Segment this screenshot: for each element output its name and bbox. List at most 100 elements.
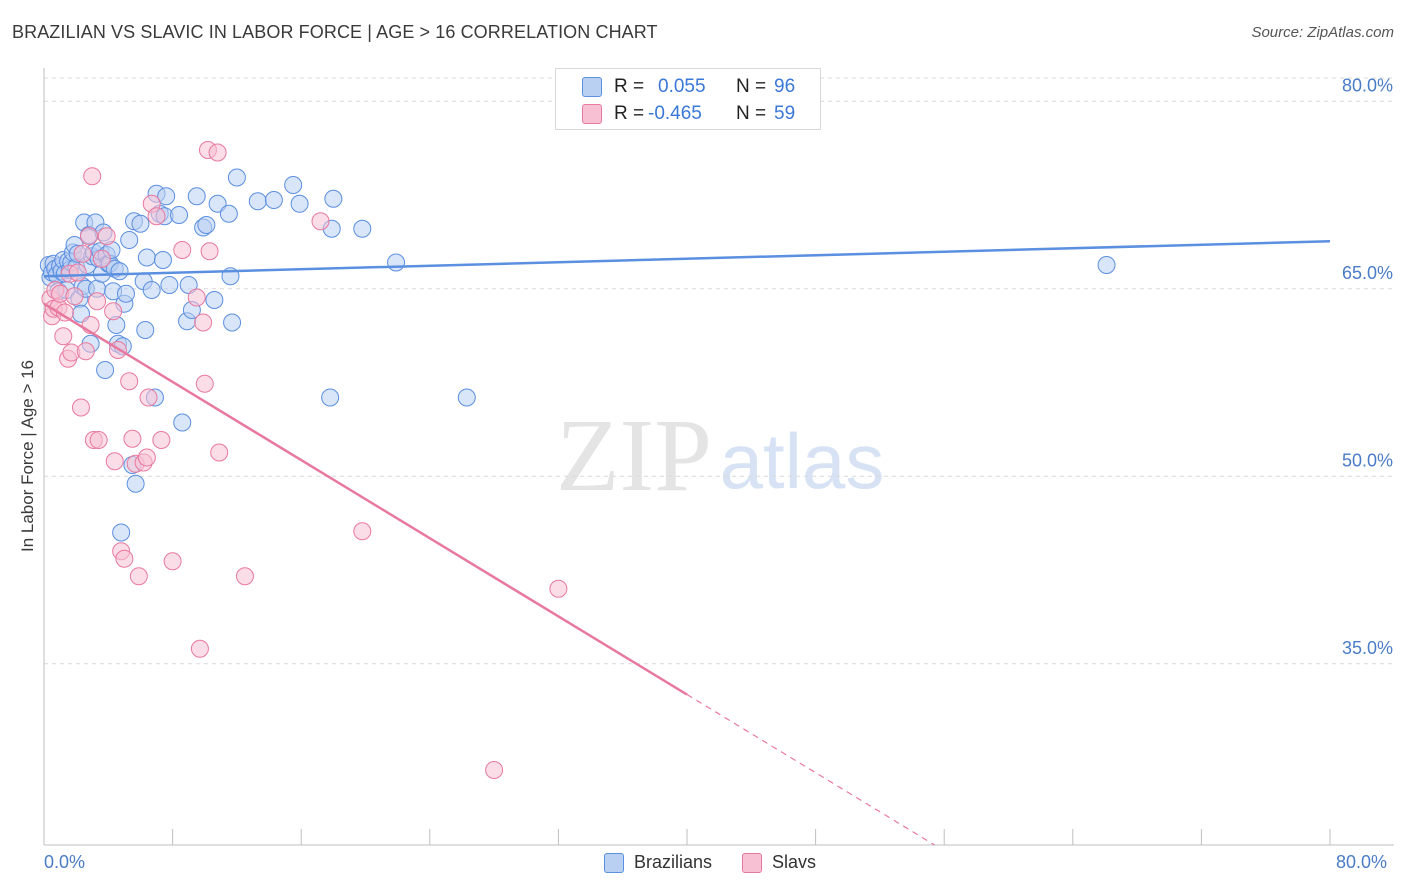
slavs-trend-extension: [686, 694, 935, 846]
brazilians-point: [227, 168, 246, 187]
legend-item-slavs[interactable]: Slavs: [742, 852, 816, 873]
slavs-point: [139, 388, 158, 407]
slavs-point: [92, 249, 111, 268]
brazilians-swatch: [582, 77, 602, 97]
slavs-point: [210, 443, 229, 462]
brazilians-point: [264, 191, 283, 209]
brazilians-point: [1097, 256, 1116, 274]
brazilians-point: [116, 284, 135, 303]
brazilians-point: [96, 361, 115, 379]
legend-swatch-slavs: [742, 852, 763, 873]
legend-label-brazilians: Brazilians: [634, 852, 713, 872]
brazilians-point: [137, 248, 156, 267]
brazilians-point: [131, 214, 150, 233]
slavs-point: [68, 263, 87, 282]
brazilians-point: [157, 187, 176, 206]
brazilians-point: [208, 194, 227, 213]
brazilians-point: [290, 194, 309, 213]
brazilians-point: [110, 262, 129, 281]
brazilians-point: [187, 187, 206, 206]
legend-swatch-brazilians: [604, 852, 624, 873]
brazilians-point: [170, 206, 189, 224]
chart-title: BRAZILIAN VS SLAVIC IN LABOR FORCE | AGE…: [12, 22, 658, 42]
slavs-point: [123, 429, 142, 448]
slavs-point: [54, 327, 73, 346]
brazilians-point: [353, 219, 372, 238]
series-legend: Brazilians Slavs: [604, 852, 846, 873]
slavs-point: [194, 313, 213, 332]
slavs-point: [190, 639, 209, 658]
brazilians-trend-line: [43, 240, 1331, 278]
slavs-point: [187, 288, 206, 307]
brazilians-r-value: 0.055: [658, 76, 706, 97]
y-tick-label: 65.0%: [1342, 263, 1393, 283]
brazilians-point: [153, 251, 172, 269]
brazilians-point: [321, 388, 340, 407]
slavs-point: [173, 241, 192, 259]
slavs-point: [83, 167, 102, 186]
brazilians-point: [219, 204, 238, 223]
slavs-point: [163, 552, 182, 571]
slavs-point: [152, 431, 171, 449]
y-tick-label: 35.0%: [1342, 638, 1393, 658]
slavs-point: [65, 287, 84, 306]
brazilians-point: [120, 231, 139, 249]
brazilians-point: [112, 523, 131, 542]
slavs-swatch: [582, 104, 602, 124]
slavs-n-value: 59: [774, 103, 796, 124]
slavs-point: [235, 567, 254, 586]
y-tick-label: 50.0%: [1342, 450, 1393, 470]
stats-legend: R = 0.055 N = 96 R = -0.465 N = 59: [555, 68, 821, 130]
slavs-point: [120, 372, 139, 391]
brazilians-point: [284, 176, 303, 194]
x-tick-min: 0.0%: [44, 852, 86, 872]
slavs-point: [88, 292, 107, 311]
slavs-point: [353, 522, 372, 541]
slavs-point: [89, 431, 108, 449]
brazilians-point: [126, 474, 145, 493]
brazilians-point: [248, 192, 267, 211]
slavs-point: [105, 452, 124, 471]
brazilians-point: [223, 313, 242, 332]
slavs-n-label: N =: [736, 103, 767, 124]
slavs-r-label: R =: [614, 103, 645, 124]
slavs-point: [80, 227, 99, 246]
brazilians-point: [457, 388, 476, 407]
source-credit: Source: ZipAtlas.com: [1251, 24, 1394, 41]
slavs-trend-line: [43, 302, 688, 696]
slavs-point: [71, 398, 90, 417]
slavs-point: [485, 761, 504, 779]
brazilians-point: [136, 321, 155, 339]
slavs-point: [115, 549, 134, 568]
watermark-zip: ZIP: [556, 398, 712, 513]
slavs-r-value: -0.465: [648, 103, 702, 124]
y-tick-label: 80.0%: [1342, 75, 1393, 95]
brazilians-point: [142, 281, 161, 299]
slavs-point: [129, 567, 148, 586]
slavs-point: [311, 212, 330, 231]
brazilians-point: [173, 413, 192, 432]
brazilians-point: [160, 276, 179, 294]
legend-item-brazilians[interactable]: Brazilians: [604, 852, 712, 873]
slavs-point: [73, 244, 92, 263]
slavs-point: [76, 342, 95, 361]
brazilians-r-label: R =: [614, 76, 645, 97]
brazilians-point: [387, 253, 406, 272]
x-tick-max: 80.0%: [1336, 852, 1388, 872]
slavs-point: [549, 579, 568, 598]
brazilians-point: [205, 291, 224, 309]
slavs-point: [97, 227, 116, 246]
brazilians-n-label: N =: [736, 76, 767, 97]
slavs-point: [208, 143, 227, 162]
slavs-point: [137, 448, 156, 467]
brazilians-n-value: 96: [774, 76, 796, 97]
brazilians-point: [197, 216, 216, 234]
legend-label-slavs: Slavs: [772, 852, 817, 872]
watermark-atlas: atlas: [720, 417, 885, 505]
slavs-point: [104, 302, 123, 321]
slavs-point: [195, 374, 214, 393]
brazilians-point: [324, 189, 343, 208]
slavs-point: [147, 207, 166, 226]
slavs-point: [200, 242, 219, 261]
